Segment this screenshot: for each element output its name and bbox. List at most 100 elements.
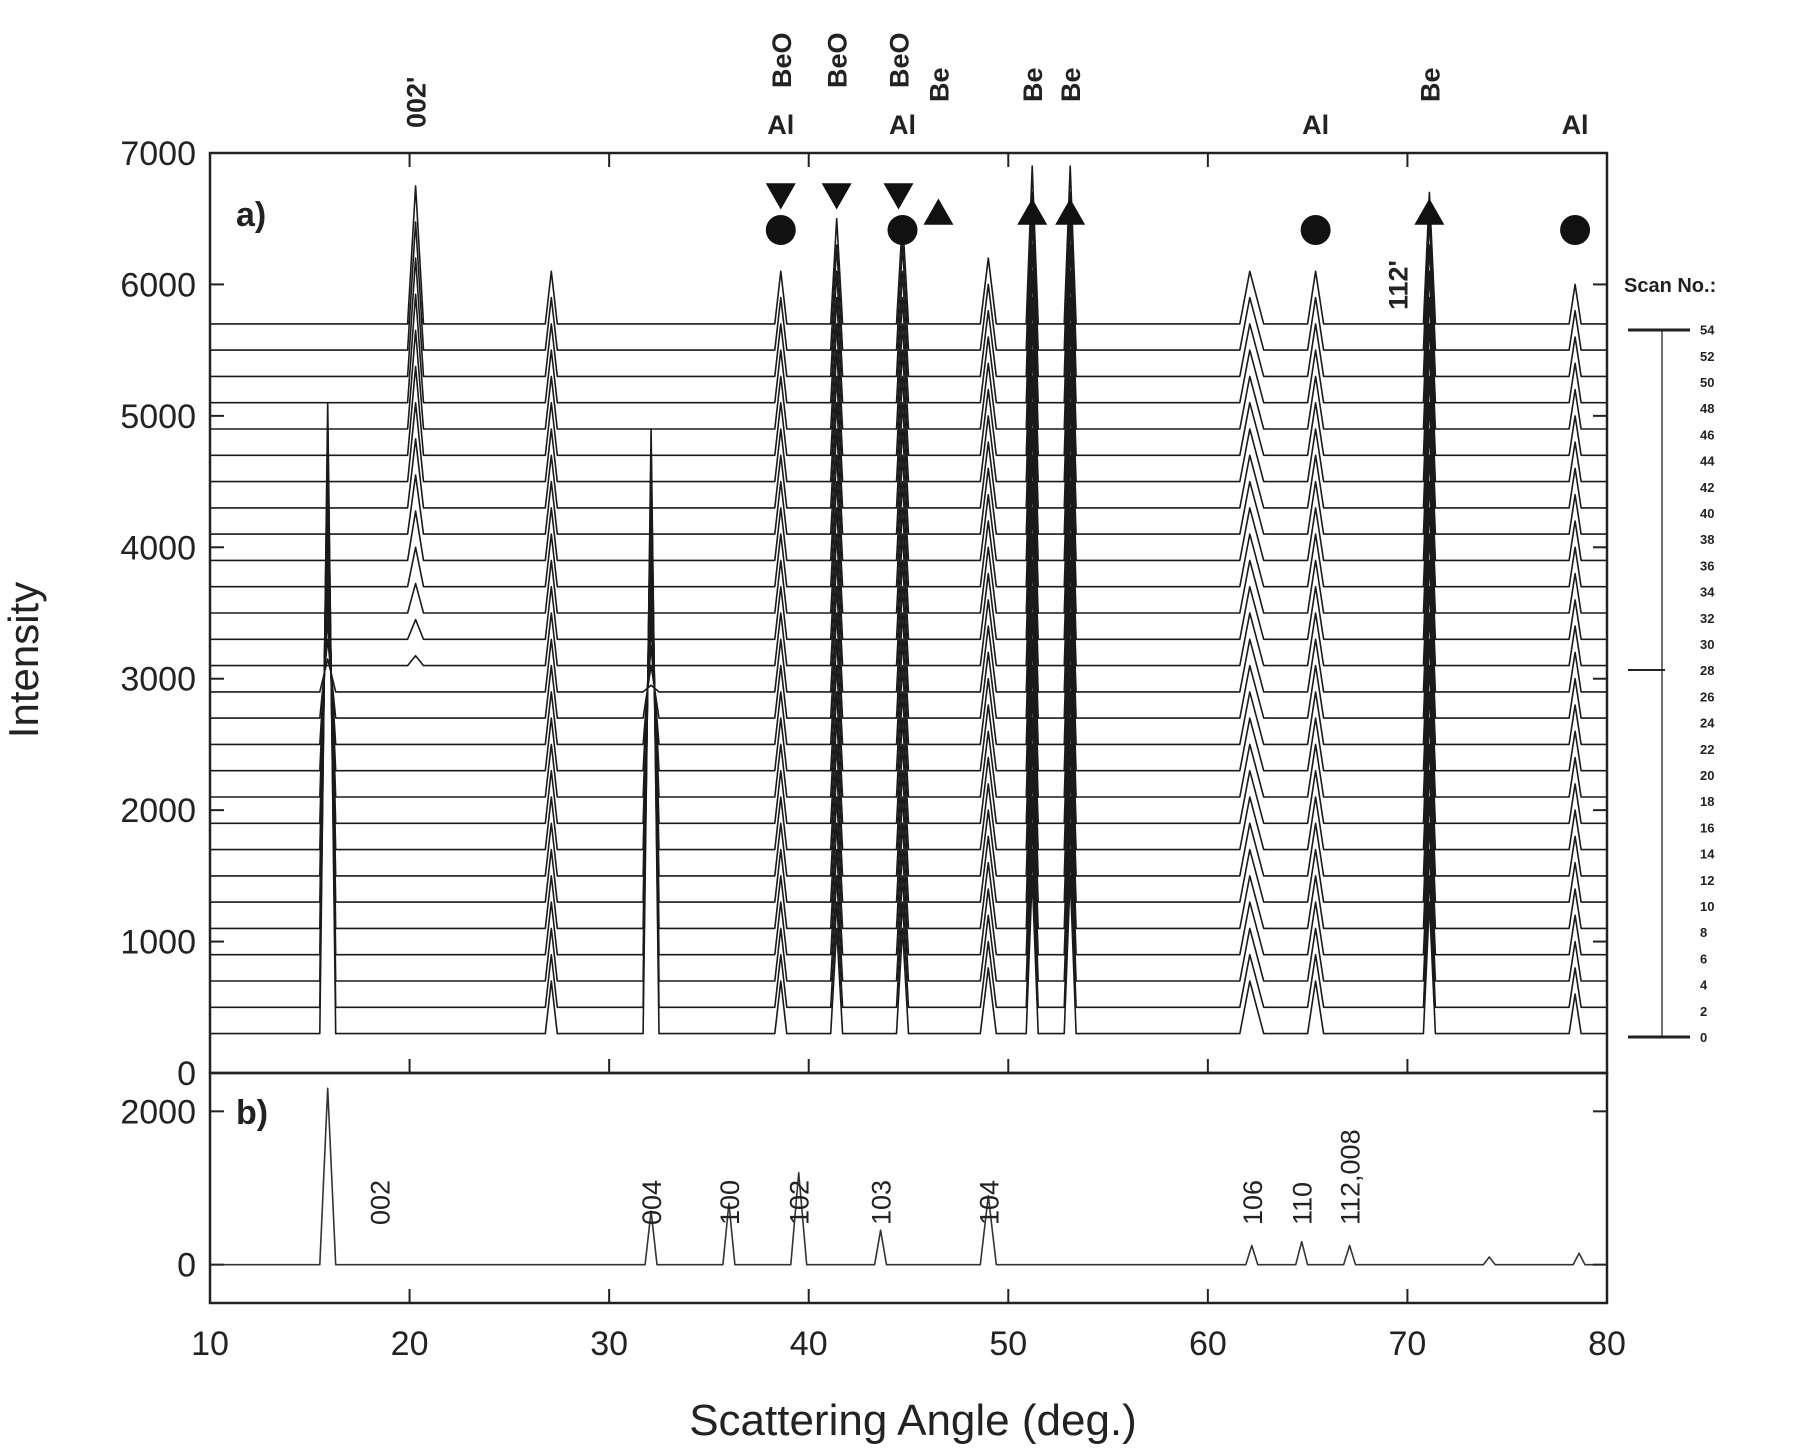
phase-label: Al [1562,110,1589,140]
y-tick-label: 5000 [120,398,196,436]
legend-label: 48 [1700,401,1714,416]
legend-label: 0 [1700,1030,1707,1045]
trace [210,165,1607,325]
trace [210,401,1607,1035]
phase-marker [883,183,914,210]
y-tick-label: 2000 [120,792,196,830]
phase-marker [765,183,796,210]
legend-label: 14 [1700,847,1715,862]
legend-label: 54 [1700,323,1715,338]
peak-label: 106 [1238,1180,1268,1225]
trace [210,461,1607,956]
legend-label: 2 [1700,1004,1707,1019]
y-tick-label: 1000 [120,924,196,962]
trace [210,296,1607,457]
trace [210,559,1607,825]
x-tick-label: 50 [989,1325,1027,1363]
y-tick-label: 4000 [120,529,196,567]
trace [210,349,1607,509]
peak-label: 102 [785,1180,815,1225]
y-tick-label: 0 [177,1055,196,1093]
y-tick-label: 6000 [120,266,196,304]
trace [210,441,1607,982]
legend-label: 28 [1700,663,1714,678]
legend-label: 44 [1700,454,1715,469]
trace [210,421,1607,1009]
legend-label: 34 [1700,585,1715,600]
trace [210,270,1607,430]
trace [210,559,1607,719]
peak-label: 103 [867,1180,897,1225]
trace [210,323,1607,483]
phase-marker [887,215,918,245]
phase-label: Be [1415,67,1445,102]
trace [210,599,1607,772]
trace [210,533,1607,693]
legend-label: 46 [1700,427,1714,442]
x-tick-label: 20 [391,1325,429,1363]
panel-label: b) [236,1094,268,1132]
trace [210,244,1607,404]
legend-label: 52 [1700,349,1714,364]
phase-marker [1560,215,1591,245]
trace [210,428,1607,588]
y-axis-title: Intensity [0,582,47,738]
y-tick-label: 2000 [120,1093,196,1131]
peak-label: 112' [1383,260,1413,310]
trace [210,539,1607,851]
legend-label: 22 [1700,742,1714,757]
panel-b-trace [210,1087,1607,1266]
trace [210,1087,1607,1266]
panel-b-frame [208,1071,1609,1305]
trace [210,480,1607,930]
legend-label: 8 [1700,925,1707,940]
trace [210,585,1607,746]
panel-a-traces [210,165,1607,1035]
legend-label: 42 [1700,480,1714,495]
legend-label: 18 [1700,794,1714,809]
legend-label: 4 [1700,978,1708,993]
phase-label: BeO [885,32,915,88]
legend-label: 38 [1700,532,1714,547]
y-tick-label: 3000 [120,661,196,699]
trace [210,507,1607,667]
phase-label: BeO [767,32,797,88]
x-tick-label: 40 [790,1325,828,1363]
x-tick-label: 30 [590,1325,628,1363]
legend-label: 50 [1700,375,1714,390]
y-tick-label: 0 [177,1247,196,1285]
phase-marker [1055,198,1086,225]
phase-label: Be [924,67,954,102]
phase-marker [821,183,852,210]
phase-marker [1300,215,1331,245]
legend-title: Scan No.: [1624,275,1716,297]
panel-label: a) [236,196,266,234]
phase-label: Al [767,110,794,140]
peak-label: 004 [637,1180,667,1225]
x-tick-label: 60 [1189,1325,1227,1363]
trace [210,480,1607,641]
legend-label: 36 [1700,558,1714,573]
peak-label: 104 [974,1180,1004,1225]
legend-label: 6 [1700,951,1707,966]
phase-marker [923,198,954,225]
trace [210,375,1607,535]
phase-marker [1414,198,1445,225]
trace [210,401,1607,562]
phase-marker [765,215,796,245]
legend-label: 24 [1700,716,1715,731]
x-tick-label: 10 [191,1325,229,1363]
trace [210,191,1607,351]
trace [210,520,1607,877]
phase-label: Be [1018,67,1048,102]
trace [210,579,1607,798]
phase-label: Al [889,110,916,140]
peak-label: 002' [402,77,432,128]
trace [210,454,1607,614]
trace [210,500,1607,903]
y-tick-label: 7000 [120,135,196,173]
phase-label: Al [1302,110,1329,140]
phase-marker [1017,198,1048,225]
peak-label: 002 [366,1180,396,1225]
